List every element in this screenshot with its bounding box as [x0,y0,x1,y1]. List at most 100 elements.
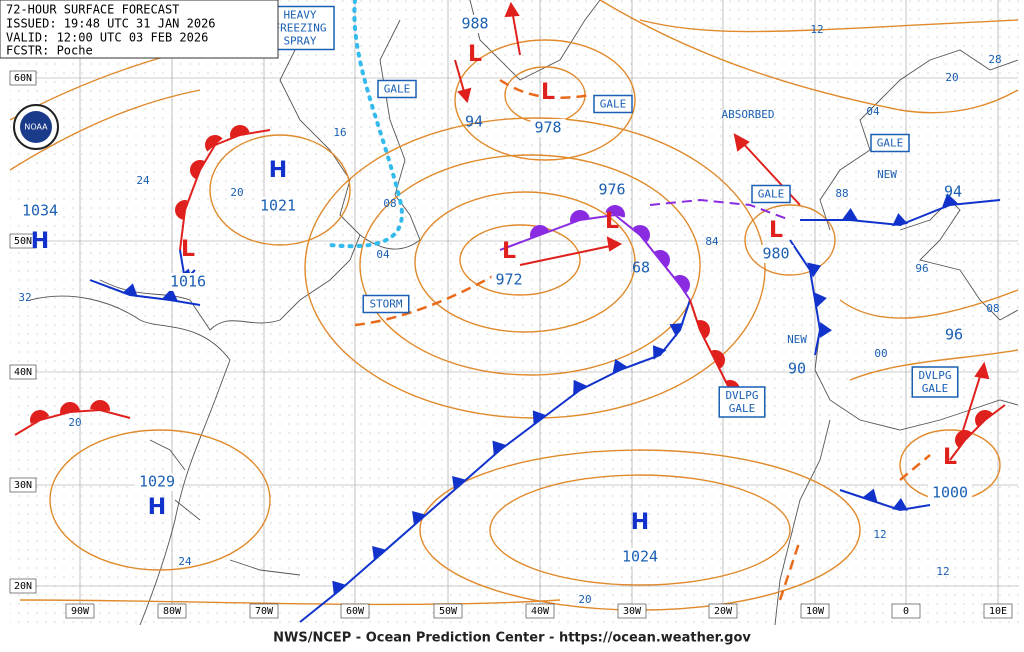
warning-text: STORM [369,298,402,311]
labels: 60N 50N 40N 30N 20N 90W 80W 70W 60W 50W 40W 30W 20W 1… [9,5,1013,619]
isobar-label: 20 [230,186,243,199]
latitude-label: 50N [14,236,32,247]
latitude-label-box [9,364,37,380]
central-pressure: 1024 [622,548,658,566]
isobar-label: 68 [632,259,650,277]
header-box [0,0,279,59]
central-pressure: 980 [762,245,789,263]
isobar-label: 12 [936,565,949,578]
coastlines [29,0,1019,626]
central-pressure: 1016 [170,273,206,291]
motion-arrows [454,1,990,441]
latitude-label: 60N [14,73,32,84]
isobar-label: 90 [788,360,806,378]
isobar-label: 12 [810,23,823,36]
pressure-box [491,271,527,289]
low-symbol: L [181,237,195,262]
central-pressure: 978 [534,119,561,137]
low-symbol: L [769,218,783,243]
warning-box [911,366,959,398]
isobar-label: 96 [915,262,928,275]
header-block: 72-HOUR SURFACE FORECAST ISSUED: 19:48 U… [0,0,279,59]
warning-text: SPRAY [283,35,316,48]
isobar-label: 20 [945,71,958,84]
low-symbol: L [541,80,555,105]
longitude-label-box [800,603,830,619]
high-symbol: H [631,510,649,535]
low-symbol: L [468,42,482,67]
latitude-label: 30N [14,480,32,491]
longitude-label-box [617,603,647,619]
isobar-label: 96 [945,326,963,344]
annotation: NEW [877,168,897,181]
isobar-label: 94 [944,183,962,201]
latitude-label-box [9,233,37,249]
isobar-label: 20 [68,416,81,429]
isobar-label: 28 [988,53,1001,66]
isobar-label: 04 [376,248,390,261]
isobar-label: 84 [705,235,719,248]
annotation: NEW [787,333,807,346]
warning-box [377,79,417,99]
longitude-label: 10W [806,606,825,617]
central-pressure: 1029 [139,473,175,491]
longitude-label: 50W [439,606,458,617]
isobar-label: 08 [383,197,396,210]
warning-text: DVLPG [918,369,951,382]
longitude-label: 20W [714,606,733,617]
longitude-label: 0 [903,606,909,617]
longitude-label: 90W [71,606,90,617]
pressure-box [18,202,62,220]
longitude-label-box [340,603,370,619]
isobar-label: 88 [835,187,848,200]
low-symbol: L [502,239,516,264]
isobar-label: 04 [866,105,880,118]
header-issued: ISSUED: 19:48 UTC 31 JAN 2026 [6,17,216,31]
longitude-label-box [891,603,921,619]
longitude-label: 70W [255,606,274,617]
pressure-box [758,245,794,263]
isobar-label: 976 [598,181,625,199]
low-symbol: L [943,445,957,470]
logo-text: NOAA [24,123,48,132]
pressure-box [928,484,972,502]
longitude-label: 80W [163,606,182,617]
warning-box [718,386,766,418]
central-pressure: 1034 [22,202,58,220]
isobar-label: 08 [986,302,999,315]
longitude-label: 10E [989,606,1007,617]
latitude-label: 20N [14,581,32,592]
high-symbol: H [269,158,287,183]
footer: NWS/NCEP - Ocean Prediction Center - htt… [273,631,751,646]
annotation: ABSORBED [722,108,775,121]
isobar-label: 00 [874,347,887,360]
warning-box [751,184,791,204]
high-symbol: H [31,229,49,254]
longitude-label-box [249,603,279,619]
longitude-label: 60W [346,606,365,617]
longitude-label-box [708,603,738,619]
longitude-label-box [983,603,1013,619]
pressure-box [457,15,493,33]
pressure-box [135,473,179,491]
longitude-label: 30W [623,606,642,617]
central-pressure: 988 [461,15,488,33]
isobar-label: 24 [136,174,150,187]
pressure-box [256,197,300,215]
latitude-label-box [9,70,37,86]
longitude-label-box [157,603,187,619]
header-valid: VALID: 12:00 UTC 03 FEB 2026 [6,31,208,45]
pressure-box [530,119,566,137]
latitude-label: 40N [14,367,32,378]
warning-text: GALE [877,137,904,150]
fronts [14,0,1006,623]
longitude-label-box [525,603,555,619]
logo: NOAA [13,104,59,150]
warning-box [593,94,633,114]
header-title: 72-HOUR SURFACE FORECAST [6,3,179,17]
warning-text: FREEZING [274,22,327,35]
isobar-label: 16 [333,126,346,139]
longitude-label: 40W [531,606,550,617]
pressure-box [166,273,210,291]
